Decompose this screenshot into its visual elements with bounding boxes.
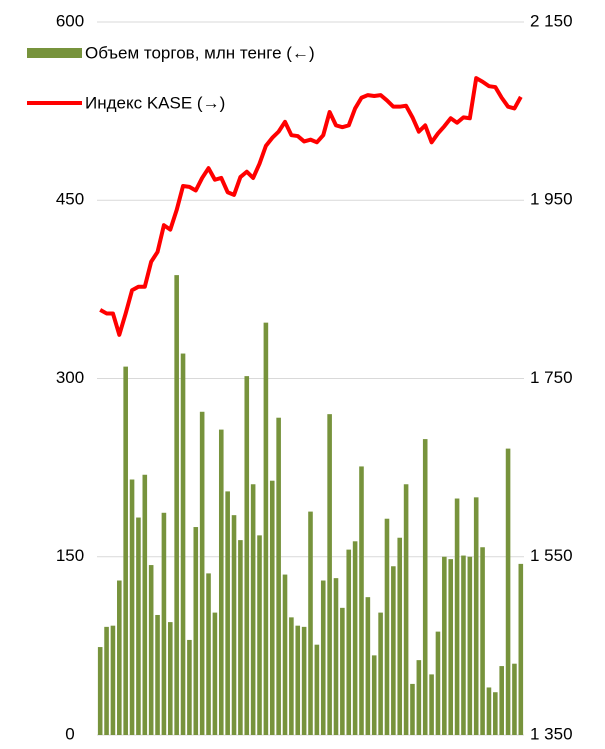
y-tick-label: 300 bbox=[56, 368, 84, 387]
bar bbox=[461, 555, 466, 735]
bar bbox=[499, 666, 504, 735]
bar bbox=[480, 547, 485, 735]
bar bbox=[142, 474, 148, 735]
y2-tick-label: 2 150 bbox=[530, 11, 573, 30]
bar bbox=[269, 480, 275, 735]
bar bbox=[397, 537, 403, 735]
bar bbox=[391, 566, 396, 735]
bar bbox=[333, 578, 339, 735]
bar bbox=[97, 647, 103, 735]
bar bbox=[123, 366, 128, 735]
bar bbox=[308, 511, 313, 735]
bar bbox=[422, 439, 428, 735]
bar bbox=[244, 376, 250, 735]
bar bbox=[410, 683, 415, 735]
bar bbox=[467, 556, 473, 735]
bar bbox=[212, 612, 218, 735]
bar bbox=[199, 411, 205, 735]
bar bbox=[295, 625, 301, 735]
y2-tick-label: 1 350 bbox=[530, 724, 573, 743]
bar bbox=[263, 322, 269, 735]
line bbox=[99, 76, 523, 337]
bar bbox=[346, 549, 352, 735]
bar bbox=[442, 556, 447, 735]
bar bbox=[110, 625, 116, 735]
bar bbox=[129, 479, 135, 735]
bar bbox=[301, 626, 307, 735]
legend-label: Объем торгов, млн тенге (←) bbox=[85, 43, 315, 62]
bar bbox=[486, 687, 492, 735]
bar bbox=[161, 512, 167, 735]
y2-tick-label: 1 550 bbox=[530, 546, 573, 565]
bar bbox=[136, 517, 141, 735]
bar bbox=[384, 518, 390, 735]
bar bbox=[327, 414, 332, 735]
bar bbox=[473, 497, 479, 735]
bar bbox=[512, 663, 517, 735]
bar bbox=[314, 644, 320, 735]
bar bbox=[155, 614, 160, 735]
bar bbox=[435, 631, 441, 735]
bar bbox=[448, 559, 454, 735]
bar bbox=[257, 535, 262, 735]
y2-tick-label: 1 950 bbox=[530, 190, 573, 209]
bar bbox=[180, 353, 186, 735]
bar bbox=[276, 417, 281, 735]
bar bbox=[403, 484, 409, 735]
bar bbox=[104, 626, 109, 735]
bar bbox=[238, 540, 243, 735]
bar bbox=[250, 484, 256, 735]
bar bbox=[352, 541, 358, 735]
bar bbox=[359, 466, 364, 735]
legend-label: Индекс KASE (→) bbox=[85, 93, 225, 112]
bar bbox=[174, 275, 179, 735]
y-tick-label: 150 bbox=[56, 546, 84, 565]
bar bbox=[320, 580, 326, 735]
bar bbox=[148, 565, 154, 735]
bar bbox=[429, 674, 434, 735]
bar bbox=[231, 515, 237, 735]
bar bbox=[454, 498, 460, 735]
bar bbox=[416, 660, 422, 735]
bar bbox=[218, 429, 224, 735]
y-tick-label: 600 bbox=[56, 11, 84, 30]
y-tick-label: 0 bbox=[65, 724, 74, 743]
bar bbox=[193, 527, 199, 735]
y-tick-label: 450 bbox=[56, 190, 84, 209]
bar bbox=[518, 563, 524, 735]
bar bbox=[365, 597, 371, 735]
legend-swatch bbox=[27, 48, 82, 58]
bar bbox=[117, 580, 122, 735]
bar bbox=[225, 491, 230, 735]
bar bbox=[378, 612, 383, 735]
bar bbox=[167, 622, 173, 735]
bar bbox=[340, 607, 345, 735]
bar bbox=[289, 617, 294, 735]
bar bbox=[282, 574, 288, 735]
bar bbox=[505, 448, 511, 735]
bar bbox=[371, 655, 377, 735]
bar bbox=[206, 573, 211, 735]
bar bbox=[187, 639, 192, 735]
y2-tick-label: 1 750 bbox=[530, 368, 573, 387]
bar bbox=[493, 692, 498, 735]
